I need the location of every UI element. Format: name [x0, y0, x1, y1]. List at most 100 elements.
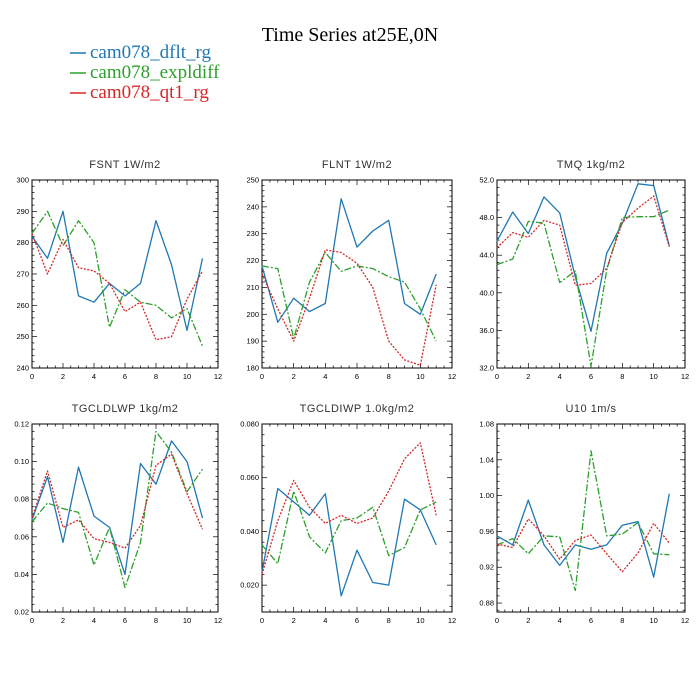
y-tick-label: 0.88	[479, 599, 494, 608]
y-tick-label: 0.020	[240, 581, 259, 590]
panels: FSNT 1W/m20 2 4 6 8 10 12240250260270280290300…	[14, 159, 689, 625]
legend-label: cam078_expldiff	[90, 62, 220, 83]
y-tick-label: 290	[16, 207, 29, 216]
x-tick-label: 0	[260, 372, 264, 381]
series-line-cam078_qt1_rg	[261, 442, 437, 575]
series-line-cam078_qt1_rg	[496, 195, 670, 286]
x-tick-label: 4	[92, 616, 96, 625]
series-line-cam078_expldiff	[261, 251, 437, 342]
series-line-cam078_expldiff	[31, 430, 204, 589]
x-tick-label: 8	[154, 372, 158, 381]
y-tick-label: 0.92	[479, 563, 494, 572]
series-line-cam078_dflt_rg	[31, 440, 204, 576]
y-tick-label: 230	[246, 229, 259, 238]
figure-title: Time Series at25E,0N	[262, 24, 438, 46]
x-tick-label: 8	[387, 616, 391, 625]
x-tick-label: 10	[183, 616, 191, 625]
x-tick-label: 2	[292, 616, 296, 625]
axes-frame	[31, 179, 219, 369]
y-tick-label: 280	[16, 238, 29, 247]
x-tick-label: 8	[154, 616, 158, 625]
x-tick-label: 6	[123, 372, 127, 381]
x-tick-label: 0	[495, 616, 499, 625]
x-tick-label: 8	[620, 616, 624, 625]
y-tick-label: 240	[16, 364, 29, 373]
series-line-cam078_qt1_rg	[261, 249, 437, 366]
y-tick-label: 0.12	[14, 420, 29, 429]
y-tick-label: 40.0	[479, 288, 494, 297]
x-tick-label: 0	[30, 616, 34, 625]
series-line-cam078_dflt_rg	[261, 198, 437, 323]
y-tick-label: 190	[246, 337, 259, 346]
series-line-cam078_qt1_rg	[496, 518, 670, 573]
y-tick-label: 270	[16, 270, 29, 279]
series-line-cam078_dflt_rg	[496, 183, 670, 332]
y-tick-label: 1.08	[479, 420, 494, 429]
panel-6: U10 1m/s 0 2 4 6 8 10 12 0.88 0.92 0.96 1.00 1.04 1.0…	[479, 403, 689, 625]
panel-title: TGCLDIWP 1.0kg/m2	[300, 403, 415, 415]
x-tick-label: 2	[526, 616, 530, 625]
y-tick-label: 260	[16, 301, 29, 310]
panel-title: U10 1m/s	[565, 403, 616, 415]
x-tick-label: 0	[30, 372, 34, 381]
x-tick-label: 4	[558, 616, 562, 625]
y-tick-label: 220	[246, 256, 259, 265]
x-tick-label: 2	[526, 372, 530, 381]
x-tick-label: 0	[495, 372, 499, 381]
x-tick-label: 10	[416, 616, 424, 625]
x-tick-label: 4	[323, 372, 327, 381]
y-tick-label: 250	[246, 176, 259, 185]
x-tick-label: 10	[649, 616, 657, 625]
x-tick-label: 4	[558, 372, 562, 381]
series-line-cam078_expldiff	[496, 209, 670, 367]
axes-frame	[496, 179, 686, 369]
x-tick-label: 12	[214, 616, 222, 625]
y-tick-label: 200	[246, 310, 259, 319]
series-line-cam078_dflt_rg	[496, 493, 670, 578]
panel-title: TMQ 1kg/m2	[557, 159, 626, 171]
y-tick-label: 48.0	[479, 213, 494, 222]
x-tick-label: 10	[416, 372, 424, 381]
y-tick-label: 1.04	[479, 455, 494, 464]
series-line-cam078_qt1_rg	[31, 233, 204, 341]
panel-title: FLNT 1W/m2	[322, 159, 392, 171]
x-tick-label: 0	[260, 616, 264, 625]
y-tick-label: 0.10	[14, 457, 29, 466]
x-tick-label: 4	[323, 616, 327, 625]
x-tick-label: 12	[681, 616, 689, 625]
x-tick-label: 12	[214, 372, 222, 381]
y-tick-label: 36.0	[479, 326, 494, 335]
x-tick-label: 6	[355, 372, 359, 381]
x-tick-label: 2	[61, 616, 65, 625]
series-line-cam078_expldiff	[31, 210, 204, 347]
y-tick-label: 300	[16, 176, 29, 185]
x-tick-label: 12	[448, 616, 456, 625]
x-tick-label: 10	[649, 372, 657, 381]
panel-title: FSNT 1W/m2	[89, 159, 160, 171]
x-tick-label: 6	[589, 372, 593, 381]
series-line-cam078_dflt_rg	[31, 210, 204, 332]
x-tick-label: 4	[92, 372, 96, 381]
panel-5: TGCLDIWP 1.0kg/m2 0 2 4 6 8 10 12 0.020 0.040 0.06…	[240, 403, 456, 625]
panel-2: FLNT 1W/m2 0 2 4 6 8 10 12 180 190 200 210 220 230 240…	[246, 159, 456, 381]
y-tick-label: 0.08	[14, 495, 29, 504]
x-tick-label: 12	[448, 372, 456, 381]
y-tick-label: 250	[16, 332, 29, 341]
y-tick-label: 0.040	[240, 527, 259, 536]
panel-title: TGCLDLWP 1kg/m2	[72, 403, 179, 415]
x-tick-label: 12	[681, 372, 689, 381]
x-tick-label: 6	[123, 616, 127, 625]
y-tick-label: 1.00	[479, 491, 494, 500]
axes-frame	[261, 179, 453, 369]
y-tick-label: 240	[246, 202, 259, 211]
y-tick-label: 0.96	[479, 527, 494, 536]
y-tick-label: 180	[246, 364, 259, 373]
legend: cam078_dflt_rgcam078_expldiffcam078_qt1_…	[70, 42, 220, 103]
series-line-cam078_qt1_rg	[31, 453, 204, 549]
y-tick-label: 0.02	[14, 608, 29, 617]
x-tick-label: 2	[61, 372, 65, 381]
panel-1: FSNT 1W/m2 0 2 4 6 8 10 12 240 250 260 270 280 290 300	[16, 159, 222, 381]
y-tick-label: 44.0	[479, 251, 494, 260]
series-line-cam078_expldiff	[261, 490, 437, 565]
